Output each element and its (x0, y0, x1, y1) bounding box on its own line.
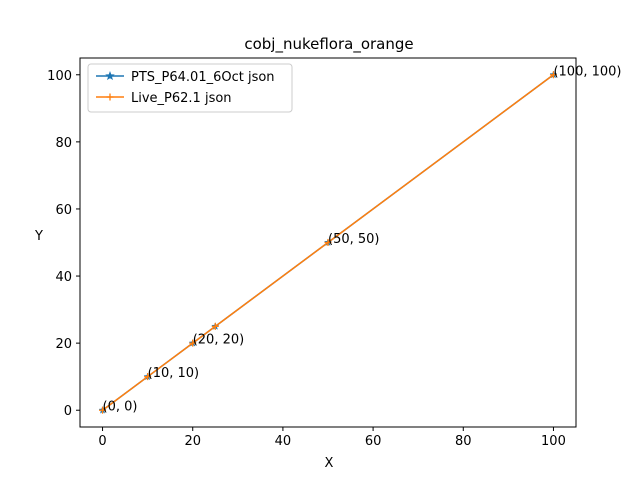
x-tick-label: 20 (184, 434, 201, 449)
point-annotation: (0, 0) (103, 400, 138, 415)
legend: PTS_P64.01_6Oct json Live_P62.1 json (87, 63, 293, 113)
y-tick-label: 0 (64, 404, 72, 419)
data-point-plus (99, 406, 107, 414)
data-point-plus (549, 71, 557, 79)
x-tick-label: 60 (365, 434, 382, 449)
legend-marker-plus (106, 93, 114, 101)
data-point-plus (144, 373, 152, 381)
x-tick-label: 80 (455, 434, 472, 449)
y-tick-label: 40 (55, 270, 72, 285)
x-tick-label: 0 (98, 434, 106, 449)
plot-frame (79, 57, 577, 428)
point-annotation: (100, 100) (553, 64, 621, 79)
series-layer (98, 70, 558, 414)
annotation-layer: (0, 0) (10, 10) (20, 20) (50, 50) (100, 100) (103, 64, 622, 414)
legend-label-live: Live_P62.1 json (131, 91, 232, 106)
x-axis-label: X (325, 456, 334, 471)
plot-area (79, 57, 577, 428)
legend-frame (87, 63, 293, 113)
x-tick-label: 40 (275, 434, 292, 449)
y-tick-label: 100 (47, 69, 72, 84)
data-point-plus (324, 239, 332, 246)
data-point-plus (211, 322, 219, 330)
y-axis: 0 20 40 60 80 100 (47, 69, 80, 419)
point-annotation: (20, 20) (193, 333, 245, 348)
point-annotation: (10, 10) (148, 366, 200, 381)
series-line (102, 74, 554, 411)
y-tick-label: 60 (55, 203, 72, 218)
y-axis-label: Y (34, 229, 43, 244)
legend-marker-star (105, 70, 115, 81)
y-tick-label: 80 (55, 136, 72, 151)
legend-label-pts: PTS_P64.01_6Oct json (131, 70, 275, 85)
x-axis: 0 20 40 60 80 100 (98, 427, 566, 449)
point-annotation: (50, 50) (328, 232, 380, 247)
y-tick-label: 20 (55, 337, 72, 352)
chart-title: cobj_nukeflora_orange (244, 35, 413, 54)
data-point-plus (189, 339, 197, 347)
series-1 (99, 71, 557, 414)
x-tick-label: 100 (541, 434, 566, 449)
